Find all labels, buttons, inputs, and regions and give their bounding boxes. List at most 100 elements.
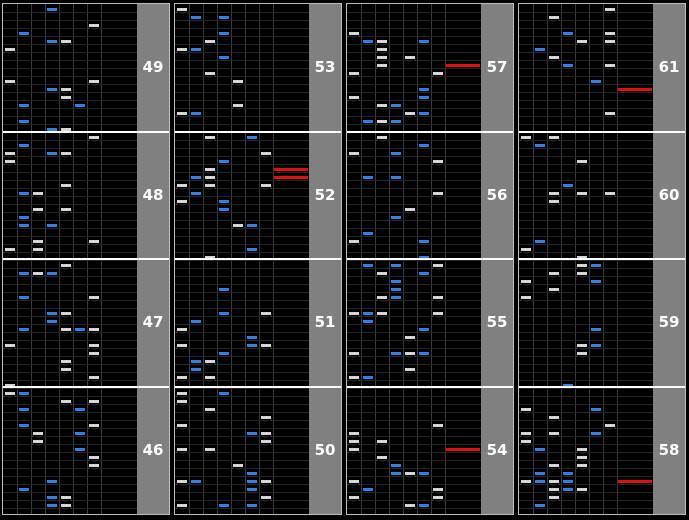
- beat-line: [3, 180, 137, 181]
- white-key-note: [61, 504, 71, 507]
- white-key-note: [61, 40, 71, 43]
- white-key-note: [433, 160, 443, 163]
- beat-line: [347, 332, 481, 333]
- blue-key-note: [535, 144, 545, 147]
- white-key-note: [577, 344, 587, 347]
- beat-line: [519, 228, 653, 229]
- beat-line: [519, 460, 653, 461]
- measure-divider: [175, 385, 341, 388]
- beat-line: [519, 492, 653, 493]
- beat-line: [347, 428, 481, 429]
- beat-line: [3, 164, 137, 165]
- measure-number: 59: [658, 313, 680, 331]
- beat-line: [175, 244, 309, 245]
- white-key-note: [261, 184, 271, 187]
- blue-key-note: [591, 408, 601, 411]
- beat-line: [3, 196, 137, 197]
- measure-number: 46: [142, 440, 164, 459]
- beat-line: [3, 68, 137, 69]
- beat-line: [3, 316, 137, 317]
- white-key-note: [261, 440, 271, 443]
- beat-line: [3, 300, 137, 301]
- white-key-note: [349, 432, 359, 435]
- white-key-note: [205, 176, 215, 179]
- beat-line: [3, 396, 137, 397]
- white-key-note: [405, 504, 415, 507]
- white-key-note: [205, 376, 215, 379]
- white-key-note: [521, 480, 531, 483]
- beat-line: [347, 300, 481, 301]
- white-key-note: [577, 256, 587, 259]
- blue-key-note: [419, 272, 429, 275]
- beat-line: [347, 508, 481, 509]
- white-key-note: [89, 344, 99, 347]
- measure-divider: [175, 258, 341, 260]
- blue-key-note: [219, 16, 229, 19]
- measure-number: 55: [486, 313, 508, 331]
- white-key-note: [377, 312, 387, 315]
- beat-line: [519, 284, 653, 285]
- beat-line: [3, 308, 137, 309]
- chart-column: 53 52 51 50: [174, 3, 342, 515]
- blue-key-note: [363, 176, 373, 179]
- white-key-note: [61, 312, 71, 315]
- white-key-note: [33, 192, 43, 195]
- beat-line: [347, 420, 481, 421]
- blue-key-note: [191, 480, 201, 483]
- white-key-note: [89, 464, 99, 467]
- white-key-note: [205, 360, 215, 363]
- white-key-note: [205, 136, 215, 139]
- white-key-note: [5, 344, 15, 347]
- white-key-note: [549, 136, 559, 139]
- white-key-note: [349, 240, 359, 243]
- measure-divider: [175, 130, 341, 133]
- blue-key-note: [219, 352, 229, 355]
- white-key-note: [577, 488, 587, 491]
- blue-key-note: [419, 96, 429, 99]
- blue-key-note: [363, 488, 373, 491]
- beat-line: [347, 180, 481, 181]
- blue-key-note: [219, 392, 229, 395]
- beat-line: [175, 364, 309, 365]
- white-key-note: [177, 8, 187, 11]
- blue-key-note: [19, 392, 29, 395]
- blue-key-note: [591, 80, 601, 83]
- beat-line: [3, 348, 137, 349]
- measure-divider: [3, 258, 169, 260]
- beat-line: [175, 148, 309, 149]
- scratch-note: [274, 168, 308, 171]
- beat-line: [3, 260, 137, 261]
- white-key-note: [433, 264, 443, 267]
- beat-line: [3, 132, 137, 133]
- white-key-note: [549, 272, 559, 275]
- blue-key-note: [591, 344, 601, 347]
- beat-line: [175, 348, 309, 349]
- beat-line: [519, 92, 653, 93]
- beat-line: [519, 388, 653, 389]
- white-key-note: [89, 456, 99, 459]
- beat-line: [175, 260, 309, 261]
- white-key-note: [205, 408, 215, 411]
- blue-key-note: [419, 504, 429, 507]
- beat-line: [3, 332, 137, 333]
- blue-key-note: [591, 280, 601, 283]
- beat-line: [175, 100, 309, 101]
- beat-line: [3, 340, 137, 341]
- white-key-note: [261, 480, 271, 483]
- beat-line: [175, 204, 309, 205]
- measure-number: 52: [314, 185, 336, 204]
- beat-line: [3, 476, 137, 477]
- beat-line: [3, 220, 137, 221]
- beat-line: [347, 436, 481, 437]
- white-key-note: [405, 352, 415, 355]
- beat-line: [3, 188, 137, 189]
- beat-line: [347, 140, 481, 141]
- blue-key-note: [247, 472, 257, 475]
- beat-line: [175, 460, 309, 461]
- beat-line: [519, 412, 653, 413]
- beat-line: [3, 252, 137, 253]
- beat-line: [519, 508, 653, 509]
- blue-key-note: [247, 504, 257, 507]
- blue-key-note: [419, 112, 429, 115]
- blue-key-note: [191, 360, 201, 363]
